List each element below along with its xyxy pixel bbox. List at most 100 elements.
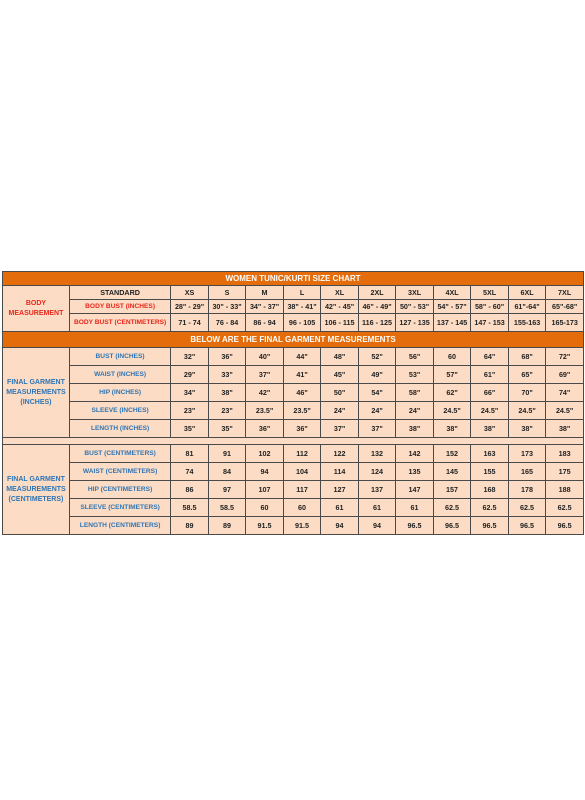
row-label: SLEEVE (INCHES) [68, 401, 172, 420]
table-cell: 37" [357, 419, 397, 438]
table-cell: 147 [395, 480, 434, 499]
table-cell: 102 [245, 444, 284, 463]
table-cell: 86 [170, 480, 209, 499]
size-header: XL [320, 285, 359, 300]
table-cell: 145 [432, 462, 472, 481]
table-cell: 36" [207, 347, 247, 366]
table-cell: 50" - 53" [395, 299, 434, 314]
size-header: 2XL [357, 285, 397, 300]
table-cell: 57" [432, 365, 472, 384]
table-cell: 34" - 37" [245, 299, 284, 314]
table-cell: 142 [395, 444, 434, 463]
section-divider [2, 437, 584, 445]
table-cell: 135 [395, 462, 434, 481]
table-cell: 173 [507, 444, 547, 463]
table-cell: 61 [357, 498, 397, 517]
table-cell: 72" [545, 347, 584, 366]
table-cell: 74" [545, 383, 584, 402]
size-header: 6XL [507, 285, 547, 300]
table-cell: 32" [170, 347, 209, 366]
table-cell: 89 [207, 516, 247, 535]
garment-cm-row: FINAL GARMENT MEASUREMENTS (CENTIMETERS)… [2, 444, 584, 535]
table-cell: 50" [320, 383, 359, 402]
table-cell: 114 [320, 462, 359, 481]
size-header: 3XL [395, 285, 434, 300]
table-cell: 112 [282, 444, 322, 463]
standard-label: STANDARD [68, 285, 172, 300]
garment-cm-row: SLEEVE (CENTIMETERS) 58.5 58.5 60 60 61 61 61 62… [3, 498, 584, 517]
title-row: WOMEN TUNIC/KURTI SIZE CHART [2, 271, 584, 286]
table-cell: 116 - 125 [357, 313, 397, 332]
table-cell: 24.5" [432, 401, 472, 420]
table-cell: 122 [320, 444, 359, 463]
table-cell: 52" [357, 347, 397, 366]
table-cell: 40" [245, 347, 284, 366]
table-cell: 65"-68" [545, 299, 584, 314]
spacer-row [2, 437, 584, 445]
size-header: 4XL [432, 285, 472, 300]
table-cell: 96.5 [470, 516, 509, 535]
row-label: HIP (INCHES) [68, 383, 172, 402]
table-cell: 24" [357, 401, 397, 420]
garment-cm-row: HIP (CENTIMETERS) 86 97 107 117 127 137 147 157 1… [3, 480, 584, 499]
size-header: 7XL [545, 285, 584, 300]
table-cell: 137 [357, 480, 397, 499]
table-cell: 33" [207, 365, 247, 384]
table-cell: 157 [432, 480, 472, 499]
table-cell: 38" [432, 419, 472, 438]
table-cell: 62.5 [507, 498, 547, 517]
table-cell: 147 - 153 [470, 313, 509, 332]
table-cell: 94 [320, 516, 359, 535]
table-cell: 168 [470, 480, 509, 499]
table-cell: 24" [320, 401, 359, 420]
table-cell: 36" [245, 419, 284, 438]
chart-title: WOMEN TUNIC/KURTI SIZE CHART [2, 271, 584, 286]
table-cell: 37" [245, 365, 284, 384]
garment-inches-row: WAIST (INCHES) 29" 33" 37" 41" 45" 49" 53" 57" 61… [3, 365, 584, 384]
size-header: M [245, 285, 284, 300]
table-cell: 24.5" [507, 401, 547, 420]
table-cell: 35" [170, 419, 209, 438]
row-label: BODY BUST (CENTIMETERS) [68, 313, 172, 332]
row-label: WAIST (INCHES) [68, 365, 172, 384]
table-cell: 165-173 [545, 313, 584, 332]
table-cell: 58.5 [207, 498, 247, 517]
size-header: XS [170, 285, 209, 300]
row-label: LENGTH (INCHES) [68, 419, 172, 438]
table-cell: 61" [470, 365, 509, 384]
table-cell: 58" [395, 383, 434, 402]
table-cell: 96.5 [507, 516, 547, 535]
table-cell: 91 [207, 444, 247, 463]
table-cell: 71 - 74 [170, 313, 209, 332]
final-garment-heading: BELOW ARE THE FINAL GARMENT MEASUREMENTS [2, 331, 584, 348]
table-cell: 61 [395, 498, 434, 517]
table-cell: 96.5 [432, 516, 472, 535]
table-cell: 104 [282, 462, 322, 481]
table-cell: 64" [470, 347, 509, 366]
table-cell: 37" [320, 419, 359, 438]
table-cell: 127 [320, 480, 359, 499]
final-heading-row: BELOW ARE THE FINAL GARMENT MEASUREMENTS [2, 331, 584, 348]
table-cell: 41" [282, 365, 322, 384]
table-cell: 38" [507, 419, 547, 438]
table-cell: 58.5 [170, 498, 209, 517]
table-cell: 46" - 49" [357, 299, 397, 314]
table-cell: 76 - 84 [207, 313, 247, 332]
table-cell: 86 - 94 [245, 313, 284, 332]
table-cell: 96 - 105 [282, 313, 322, 332]
size-chart-body: WOMEN TUNIC/KURTI SIZE CHART BODY MEASURE… [2, 271, 584, 535]
row-label: BODY BUST (INCHES) [68, 299, 172, 314]
table-cell: 127 - 135 [395, 313, 434, 332]
table-cell: 165 [507, 462, 547, 481]
size-header: L [282, 285, 322, 300]
table-cell: 48" [320, 347, 359, 366]
table-cell: 91.5 [245, 516, 284, 535]
table-cell: 24.5" [470, 401, 509, 420]
table-cell: 30" - 33" [207, 299, 247, 314]
table-cell: 106 - 115 [320, 313, 359, 332]
row-label: LENGTH (CENTIMETERS) [68, 516, 172, 535]
row-label: SLEEVE (CENTIMETERS) [68, 498, 172, 517]
size-header: 5XL [470, 285, 509, 300]
table-cell: 96.5 [395, 516, 434, 535]
size-header-row: BODY MEASUREMENT STANDARD XS S M L XL 2XL 3XL 4XL… [2, 285, 584, 332]
